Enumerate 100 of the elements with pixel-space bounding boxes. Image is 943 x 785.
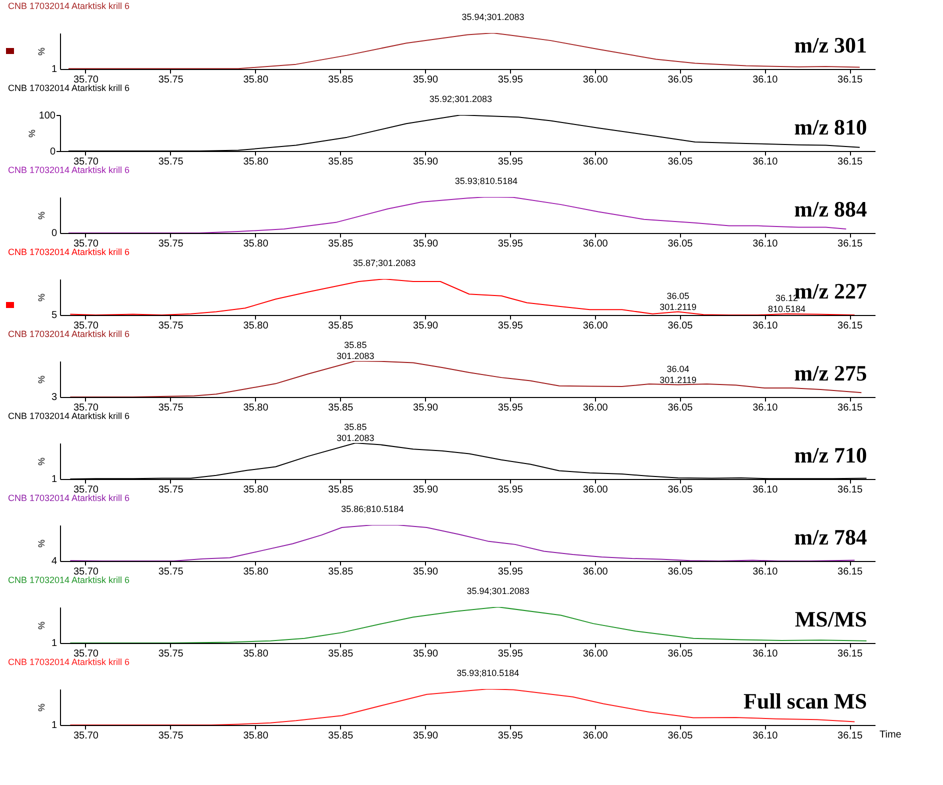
x-tick-label: 35.95 xyxy=(498,402,524,414)
chart-title: CNB 17032014 Atarktisk krill 6 xyxy=(8,657,130,667)
annotation: m/z 884 xyxy=(794,196,867,222)
x-tick-label: 35.85 xyxy=(328,74,354,86)
annotation: 35.94;301.2083 xyxy=(462,12,524,22)
annotation: 35.92;301.2083 xyxy=(429,94,492,104)
x-tick-label: 35.70 xyxy=(73,648,99,660)
x-tick-label: 35.85 xyxy=(328,402,354,414)
x-tick-label: 35.90 xyxy=(413,402,438,414)
annotation: m/z 784 xyxy=(794,524,867,550)
x-tick-label: 35.95 xyxy=(498,484,524,496)
text: 3 xyxy=(51,392,58,403)
chart-title: CNB 17032014 Atarktisk krill 6 xyxy=(8,329,130,339)
x-tick-label: 35.70 xyxy=(73,402,99,414)
x-tick-label: 36.00 xyxy=(582,320,608,332)
y-axis-title: % xyxy=(36,539,46,548)
text: 1 xyxy=(51,638,58,649)
x-tick-label: 35.70 xyxy=(73,238,99,250)
x-tick-label: 36.00 xyxy=(582,566,608,578)
x-tick-label: 36.10 xyxy=(752,730,778,742)
x-tick-label: 35.85 xyxy=(328,648,354,660)
text: 5 xyxy=(51,310,58,321)
annotation: 35.85 301.2083 xyxy=(336,340,374,361)
annotation: m/z 710 xyxy=(794,442,867,468)
x-tick-label: 35.75 xyxy=(158,238,184,250)
x-tick-label: 35.95 xyxy=(498,730,524,742)
y-axis-title: % xyxy=(36,703,46,712)
x-tick-label: 36.15 xyxy=(838,238,863,250)
x-tick-label: 36.15 xyxy=(838,648,863,660)
x-tick-label: 36.15 xyxy=(838,402,863,414)
y-axis-title: % xyxy=(36,375,46,384)
chart-title: CNB 17032014 Atarktisk krill 6 xyxy=(8,411,130,421)
x-tick-label: 35.90 xyxy=(413,320,438,332)
x-tick-label: 35.80 xyxy=(243,648,269,660)
x-tick-label: 36.05 xyxy=(668,320,694,332)
x-tick-label: 35.75 xyxy=(158,320,184,332)
x-tick-label: 36.05 xyxy=(668,156,694,168)
y-tick-label: 100 xyxy=(38,110,56,122)
y-axis-title: % xyxy=(36,457,46,466)
x-tick-label: 35.85 xyxy=(328,484,354,496)
x-tick-label: 35.80 xyxy=(243,566,269,578)
x-tick-label: 36.10 xyxy=(752,74,778,86)
x-tick-label: 35.80 xyxy=(243,402,269,414)
x-tick-label: 35.90 xyxy=(413,74,438,86)
annotation: 35.93;810.5184 xyxy=(454,176,518,186)
x-tick-label: 36.00 xyxy=(582,730,608,742)
x-tick-label: 36.00 xyxy=(582,402,608,414)
x-tick-label: 36.10 xyxy=(752,566,778,578)
x-tick-label: 35.90 xyxy=(413,730,438,742)
annotation: 35.87;301.2083 xyxy=(353,258,416,268)
x-tick-label: 36.15 xyxy=(838,484,863,496)
x-tick-label: 35.80 xyxy=(243,730,269,742)
x-tick-label: 36.00 xyxy=(582,156,608,168)
annotation: m/z 301 xyxy=(794,32,867,58)
x-tick-label: 36.05 xyxy=(668,238,694,250)
x-tick-label: 36.10 xyxy=(752,484,778,496)
x-tick-label: 35.90 xyxy=(413,156,438,168)
x-tick-label: 35.85 xyxy=(328,566,354,578)
x-tick-label: 35.80 xyxy=(243,156,269,168)
x-tick-label: 35.80 xyxy=(243,74,269,86)
x-tick-label: 36.10 xyxy=(752,156,778,168)
x-tick-label: 35.80 xyxy=(243,484,269,496)
x-tick-label: 36.15 xyxy=(838,156,863,168)
y-axis-title: % xyxy=(36,293,46,302)
annotation: m/z 275 xyxy=(794,360,867,386)
chart-title: CNB 17032014 Atarktisk krill 6 xyxy=(8,83,130,93)
annotation: 36.05 301.2119 xyxy=(660,290,696,312)
x-tick-label: 36.05 xyxy=(668,648,694,660)
annotation: 35.93;810.5184 xyxy=(456,668,520,678)
x-tick-label: 36.10 xyxy=(752,320,778,332)
x-tick-label: 35.70 xyxy=(73,484,99,496)
x-tick-label: 36.15 xyxy=(838,320,863,332)
x-tick-label: 35.70 xyxy=(73,730,99,742)
x-tick-label: 35.75 xyxy=(158,566,184,578)
x-tick-label: 36.05 xyxy=(668,566,694,578)
x-axis-title: Time xyxy=(880,730,902,740)
x-tick-label: 35.75 xyxy=(158,648,184,660)
x-tick-label: 36.00 xyxy=(582,484,608,496)
x-tick-label: 35.70 xyxy=(73,156,99,168)
annotation: 35.86;810.5184 xyxy=(341,504,404,514)
x-tick-label: 36.15 xyxy=(838,74,863,86)
x-tick-label: 35.95 xyxy=(498,156,524,168)
x-tick-label: 35.80 xyxy=(243,320,269,332)
x-tick-label: 36.05 xyxy=(668,402,694,414)
x-tick-label: 36.05 xyxy=(668,730,694,742)
x-tick-label: 35.80 xyxy=(243,238,269,250)
y-axis-title: % xyxy=(36,621,46,630)
x-tick-label: 36.15 xyxy=(838,566,863,578)
x-tick-label: 36.05 xyxy=(668,484,694,496)
x-tick-label: 36.00 xyxy=(582,74,608,86)
annotation: Full scan MS xyxy=(744,688,867,714)
chart-title: CNB 17032014 Atarktisk krill 6 xyxy=(8,575,130,585)
x-tick-label: 35.90 xyxy=(413,238,438,250)
x-tick-label: 35.95 xyxy=(498,74,524,86)
text: 1 xyxy=(51,64,58,75)
chart-title: CNB 17032014 Atarktisk krill 6 xyxy=(8,1,130,11)
x-tick-label: 35.75 xyxy=(158,730,184,742)
x-tick-label: 35.75 xyxy=(158,402,184,414)
x-tick-label: 35.90 xyxy=(413,484,438,496)
annotation: 35.85 301.2083 xyxy=(336,422,374,443)
